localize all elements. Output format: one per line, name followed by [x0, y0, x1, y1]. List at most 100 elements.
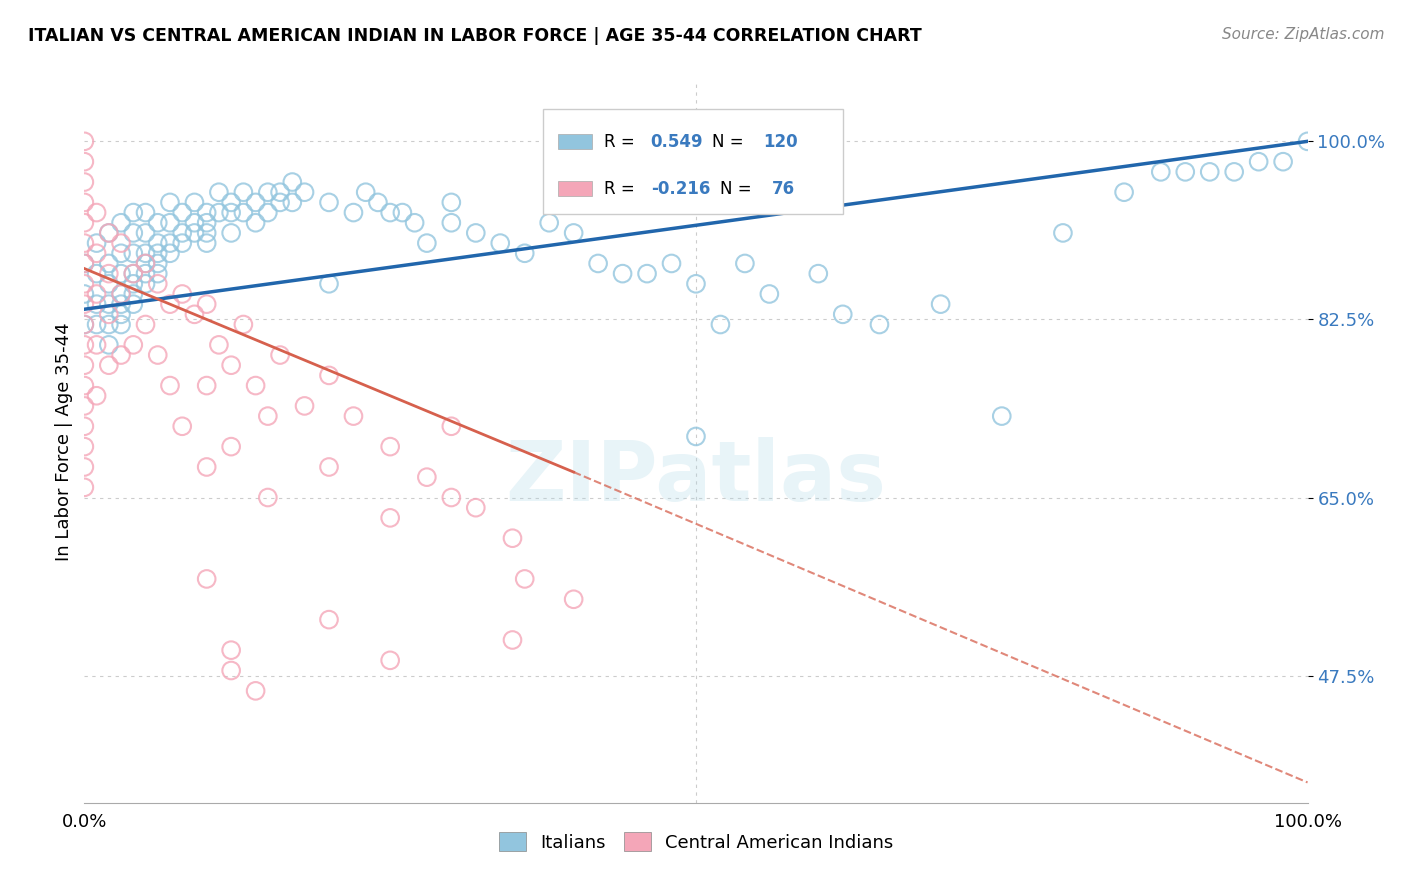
Point: [97, 338, 120, 352]
Point: [269, 195, 291, 210]
Point: [110, 307, 132, 321]
Legend: Italians, Central American Indians: Italians, Central American Indians: [491, 825, 901, 859]
Point: [208, 205, 231, 219]
Point: [195, 297, 218, 311]
Point: [73, 378, 96, 392]
Point: [73, 338, 96, 352]
Point: [281, 195, 304, 210]
Point: [807, 267, 830, 281]
Text: R =: R =: [605, 133, 640, 151]
Point: [110, 318, 132, 332]
Point: [380, 205, 402, 219]
Point: [269, 185, 291, 199]
Point: [685, 429, 707, 443]
Point: [97, 277, 120, 291]
Point: [195, 460, 218, 475]
Point: [122, 287, 145, 301]
Point: [245, 195, 267, 210]
Point: [269, 348, 291, 362]
Point: [183, 195, 205, 210]
Point: [146, 236, 169, 251]
Point: [318, 613, 340, 627]
Point: [146, 348, 169, 362]
Point: [97, 226, 120, 240]
Point: [489, 236, 512, 251]
Point: [404, 216, 426, 230]
Point: [245, 216, 267, 230]
Point: [232, 185, 254, 199]
Point: [172, 287, 194, 301]
Point: [73, 256, 96, 270]
Point: [183, 226, 205, 240]
Point: [73, 277, 96, 291]
Point: [122, 297, 145, 311]
Point: [146, 277, 169, 291]
Point: [110, 236, 132, 251]
Point: [208, 185, 231, 199]
Point: [257, 491, 280, 505]
Point: [86, 297, 108, 311]
Point: [110, 287, 132, 301]
Point: [294, 185, 316, 199]
Point: [1296, 134, 1319, 148]
Point: [146, 267, 169, 281]
Point: [135, 246, 157, 260]
Point: [122, 267, 145, 281]
Text: ZIPatlas: ZIPatlas: [506, 437, 886, 518]
Point: [86, 338, 108, 352]
Point: [391, 205, 413, 219]
Point: [86, 236, 108, 251]
Point: [232, 318, 254, 332]
Point: [219, 226, 242, 240]
Point: [159, 378, 181, 392]
Point: [318, 368, 340, 383]
Point: [612, 267, 634, 281]
Point: [257, 409, 280, 423]
Point: [97, 358, 120, 372]
Point: [502, 632, 524, 647]
Point: [97, 226, 120, 240]
Point: [73, 195, 96, 210]
Point: [86, 389, 108, 403]
Point: [73, 236, 96, 251]
Point: [73, 216, 96, 230]
Point: [159, 246, 181, 260]
Point: [367, 195, 389, 210]
Text: 76: 76: [772, 180, 794, 198]
Point: [219, 358, 242, 372]
Point: [73, 460, 96, 475]
Point: [219, 440, 242, 454]
Point: [502, 531, 524, 545]
Point: [135, 267, 157, 281]
Point: [380, 511, 402, 525]
Point: [159, 297, 181, 311]
Point: [416, 470, 439, 484]
Point: [73, 134, 96, 148]
Point: [183, 307, 205, 321]
Text: ITALIAN VS CENTRAL AMERICAN INDIAN IN LABOR FORCE | AGE 35-44 CORRELATION CHART: ITALIAN VS CENTRAL AMERICAN INDIAN IN LA…: [28, 27, 922, 45]
Point: [122, 267, 145, 281]
Point: [318, 195, 340, 210]
Point: [135, 318, 157, 332]
Point: [562, 592, 585, 607]
Point: [513, 572, 536, 586]
Point: [110, 267, 132, 281]
Point: [86, 287, 108, 301]
Point: [219, 664, 242, 678]
Point: [135, 226, 157, 240]
Point: [86, 267, 108, 281]
Point: [195, 236, 218, 251]
Point: [172, 205, 194, 219]
Point: [416, 236, 439, 251]
FancyBboxPatch shape: [543, 109, 842, 214]
Text: N =: N =: [711, 133, 749, 151]
Point: [159, 236, 181, 251]
Point: [97, 297, 120, 311]
Point: [73, 480, 96, 494]
Point: [440, 419, 463, 434]
Point: [73, 440, 96, 454]
Point: [172, 419, 194, 434]
Point: [73, 297, 96, 311]
Text: N =: N =: [720, 180, 758, 198]
Point: [219, 643, 242, 657]
